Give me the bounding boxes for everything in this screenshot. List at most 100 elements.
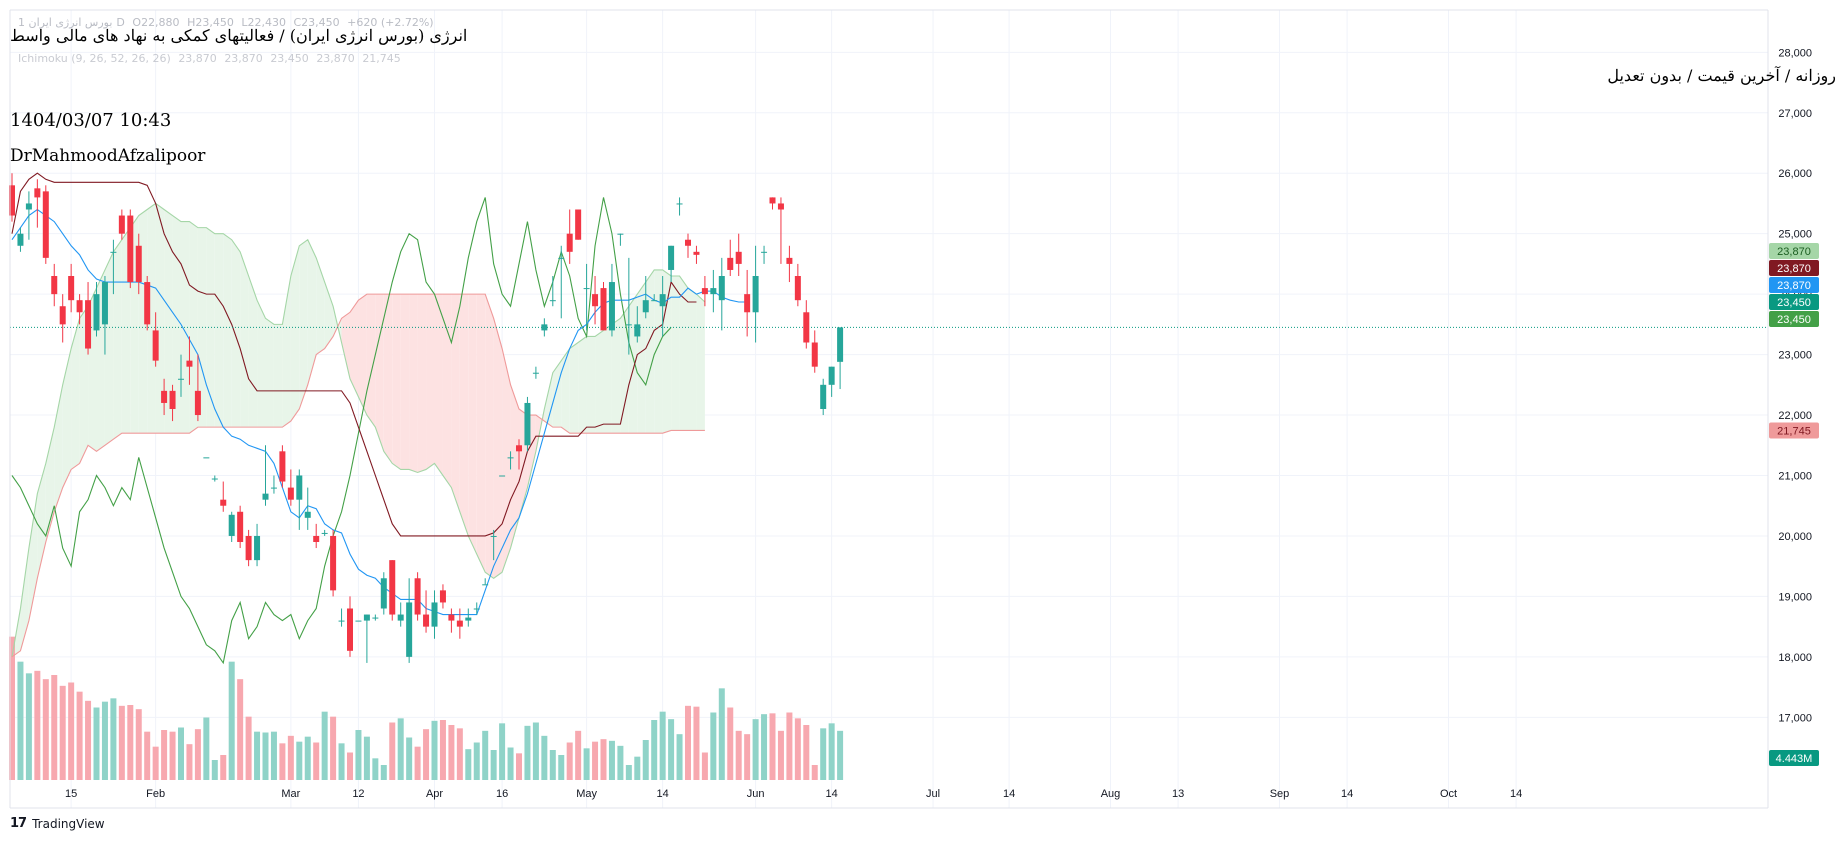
- candle-body: [465, 617, 472, 621]
- volume-bar: [237, 679, 244, 780]
- volume-bar: [296, 741, 303, 780]
- cloud-segment: [223, 233, 232, 428]
- tenkan-sen-line: [11, 208, 748, 616]
- cloud-segment: [324, 282, 334, 349]
- cloud-segment: [510, 384, 519, 549]
- candle-body: [372, 617, 379, 619]
- ichimoku-cloud: [12, 203, 705, 657]
- volume-bar: [389, 722, 396, 780]
- candle-body: [237, 511, 244, 542]
- x-tick-label: Feb: [146, 788, 165, 800]
- y-tick-label: 25,000: [1778, 229, 1812, 241]
- volume-bar: [76, 691, 83, 780]
- cloud-segment: [71, 318, 80, 470]
- cloud-segment: [257, 300, 266, 428]
- volume-bar: [85, 700, 92, 780]
- candle-body: [414, 578, 421, 615]
- x-tick-label: 12: [352, 788, 364, 800]
- cloud-segment: [400, 294, 410, 470]
- candle-body: [490, 535, 497, 537]
- cloud-segment: [578, 336, 587, 434]
- volume-bar: [828, 723, 835, 780]
- candle-body: [549, 300, 556, 302]
- volume-bar: [566, 742, 573, 780]
- volume-bar: [516, 753, 522, 780]
- y-tick-label: 28,000: [1778, 47, 1812, 59]
- x-tick-label: Oct: [1440, 788, 1457, 800]
- y-tick-label: 18,000: [1778, 652, 1812, 664]
- candle-body: [101, 282, 108, 325]
- cloud-segment: [240, 251, 249, 428]
- price-label-tag: [1769, 260, 1819, 276]
- volume-bar: [718, 688, 725, 780]
- candle-body: [583, 288, 590, 290]
- volume-bar: [17, 661, 24, 780]
- candle-body: [313, 535, 320, 542]
- candle-body: [811, 342, 818, 367]
- candle-body: [786, 257, 793, 264]
- volume-bar: [169, 731, 176, 780]
- candle-body: [397, 614, 404, 621]
- candle-body: [270, 487, 277, 489]
- volume-bar: [811, 765, 818, 780]
- y-tick-label: 27,000: [1778, 108, 1812, 120]
- price-label-text: 23,870: [1777, 246, 1811, 258]
- volume-bar: [744, 734, 751, 780]
- candle-body: [279, 451, 286, 482]
- cloud-segment: [290, 245, 300, 422]
- cloud-segment: [147, 203, 156, 434]
- cloud-segment: [20, 548, 29, 651]
- cloud-segment: [426, 294, 435, 470]
- x-tick-label: 13: [1172, 788, 1184, 800]
- volume-bar: [693, 706, 700, 780]
- volume-bar: [287, 735, 294, 780]
- cloud-segment: [628, 294, 638, 434]
- volume-bar: [617, 745, 624, 780]
- price-label-tag: [1769, 277, 1819, 293]
- volume-bar: [101, 701, 108, 780]
- volume-bar: [752, 719, 759, 780]
- volume-bar: [634, 756, 641, 780]
- volume-bar: [127, 705, 134, 780]
- cloud-segment: [459, 294, 469, 536]
- tradingview-logo-icon: 17: [10, 816, 27, 831]
- y-tick-label: 23,000: [1778, 350, 1812, 362]
- candle-body: [93, 294, 100, 331]
- candle-body: [220, 499, 227, 506]
- cloud-segment: [62, 348, 72, 488]
- cloud-segment: [654, 269, 663, 434]
- volume-bar: [642, 740, 649, 780]
- price-labels: 23,870 23,870 23,870 23,450 23,450 21,745 4.44…: [1769, 243, 1819, 766]
- volume-label-tag: [1769, 750, 1819, 766]
- volume-bar: [549, 750, 556, 780]
- cloud-segment: [620, 306, 629, 434]
- volume-bar: [59, 685, 66, 780]
- brand-name: TradingView: [32, 816, 105, 831]
- candle-body: [254, 535, 261, 561]
- candle-body: [634, 324, 641, 337]
- candle-body: [761, 251, 768, 253]
- x-tick-label: 16: [496, 788, 508, 800]
- cloud-segment: [637, 282, 646, 434]
- candle-body: [51, 276, 58, 295]
- volume-bar: [735, 730, 742, 780]
- volume-bar: [473, 742, 480, 780]
- candle-body: [110, 251, 117, 253]
- candle-body: [194, 390, 201, 416]
- cloud-segment: [485, 294, 494, 579]
- candle-body: [127, 215, 134, 283]
- candle-body: [718, 276, 725, 301]
- volume-bar: [330, 716, 337, 780]
- tradingview-brand[interactable]: 17 TradingView: [10, 816, 105, 831]
- candle-body: [668, 245, 675, 270]
- cloud-segment: [561, 348, 570, 434]
- cloud-segment: [206, 227, 215, 428]
- cloud-segment: [273, 324, 283, 428]
- cloud-segment: [679, 276, 688, 431]
- cloud-segment: [104, 251, 114, 446]
- x-tick-label: 14: [1510, 788, 1522, 800]
- candle-body: [439, 590, 446, 603]
- kijun-sen-line: [11, 172, 697, 537]
- candle-body: [144, 282, 151, 325]
